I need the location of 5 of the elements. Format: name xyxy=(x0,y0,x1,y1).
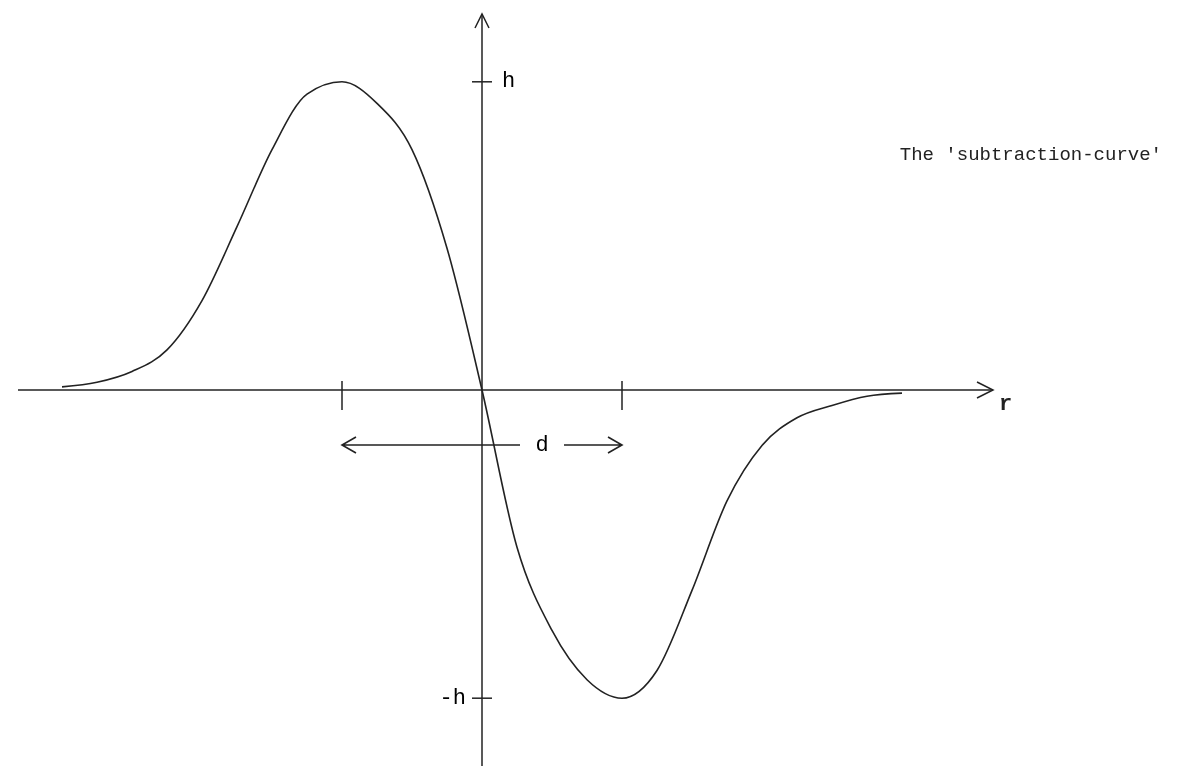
x-axis-title: r xyxy=(999,392,1013,417)
annotation: h xyxy=(502,69,516,95)
text: The 'subtraction-curve' xyxy=(899,144,1162,166)
annotation: -h xyxy=(439,685,466,711)
annotation: d xyxy=(535,432,549,458)
